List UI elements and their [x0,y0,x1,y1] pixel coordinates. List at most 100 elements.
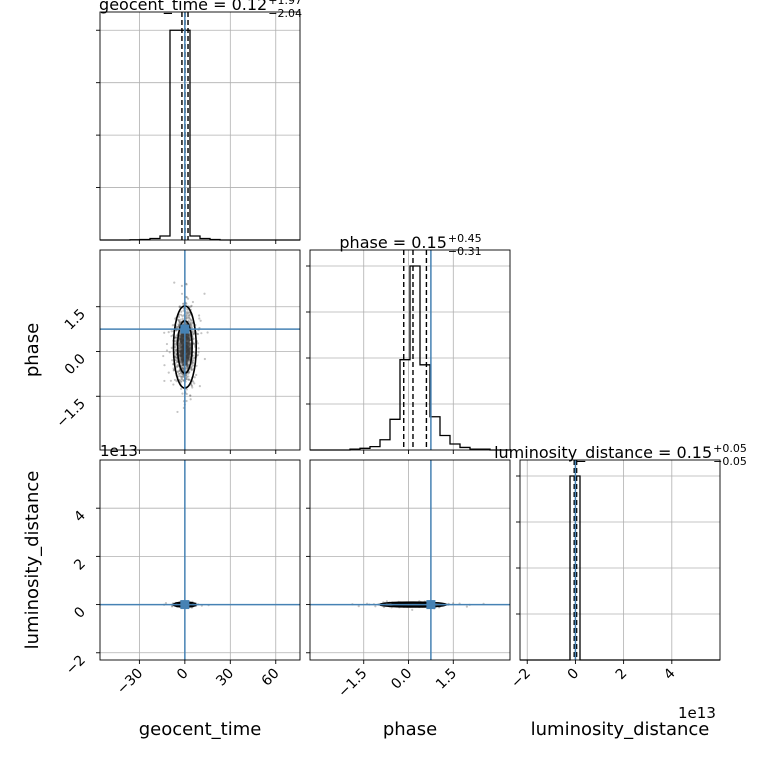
sample-point [196,353,200,357]
sample-point [186,364,189,367]
sample-point [187,319,190,322]
sample-point [187,363,190,366]
y-tick-label-luminosity-distance-0: −2 [63,652,89,678]
sample-point [178,379,181,382]
sample-point [196,342,199,345]
y-tick-label-luminosity-distance-2: 2 [71,556,89,574]
sample-point [176,370,179,373]
sample-point [188,321,191,324]
sample-point [165,342,169,346]
sample-point [178,358,181,361]
sample-point [167,371,170,374]
offset-text-y: 1e13 [100,442,138,460]
sample-point [163,364,166,367]
sample-point [181,314,184,318]
title-luminosity-distance: luminosity_distance = 0.15 +0.05−0.05 [494,442,747,468]
sample-point [192,330,195,333]
sample-point [411,608,414,611]
x-tick-label-luminosity-distance-2: 2 [613,666,631,684]
sample-point [185,368,188,371]
sample-point [185,374,188,377]
sample-point [180,310,183,313]
sample-point [190,326,193,329]
sample-point [174,343,177,346]
sample-point [178,334,181,338]
sample-point [187,316,190,320]
sample-point [178,305,182,308]
sample-point [187,316,191,319]
sample-point [172,383,175,386]
sample-point [188,371,191,374]
sample-point [190,384,194,388]
sample-point [169,379,173,382]
sample-point [182,368,185,371]
sample-point [167,331,170,334]
title-geocent-time: geocent_time = 0.12 +1.97−2.04 [99,0,302,20]
sample-point [189,305,193,308]
sample-point [174,355,177,358]
sample-point [191,300,195,304]
sample-point [178,319,181,323]
sample-point [189,351,192,354]
sample-point [176,410,179,414]
sample-point [162,354,165,358]
sample-point [206,331,209,334]
sample-point [180,284,184,287]
sample-point [182,302,185,305]
x-tick-label-phase-2: 1.5 [433,666,460,693]
sample-point [181,375,184,378]
sample-point [186,364,189,368]
scatter-bg [100,460,300,660]
sample-point [181,366,184,370]
sample-point [187,375,190,378]
sample-point [179,380,182,383]
hist-bars-phase [310,265,510,451]
sample-point [176,326,179,329]
sample-point [188,370,191,373]
sample-point [174,329,178,332]
sample-point [192,380,195,383]
sample-point [175,342,178,345]
sample-point [178,369,181,372]
sample-point [178,334,181,337]
sample-point [180,380,183,383]
sample-point [189,344,192,347]
sample-point [182,302,185,305]
truth-marker [180,600,190,610]
sample-point [186,366,189,370]
x-axis-label-luminosity-distance: luminosity_distance [531,719,710,740]
sample-point [185,317,188,320]
x-tick-label-phase-1: 0.0 [388,666,415,693]
sample-point [175,353,178,356]
y-tick-label-phase-2: 1.5 [62,306,89,333]
sample-point [188,358,191,361]
sample-point [181,366,184,370]
sample-point [175,334,178,337]
sample-point [187,378,190,381]
sample-point [163,331,166,334]
sample-point [185,283,188,286]
sample-point [186,363,189,367]
hist-geocent_time-frame [99,11,301,241]
sample-point [187,372,190,375]
sample-point [185,365,189,368]
sample-point [196,332,200,336]
sample-point [192,331,195,335]
sample-point [180,375,183,378]
sample-point [173,281,176,284]
sample-point [185,373,188,376]
sample-point [190,326,194,329]
sample-point [175,356,178,359]
sample-point [186,378,189,381]
sample-point [178,305,181,308]
sample-point [175,325,178,328]
sample-point [186,297,190,300]
sample-point [178,356,181,359]
sample-point [180,376,183,379]
sample-point [182,373,185,377]
sample-point [172,369,175,372]
title-main-text: luminosity_distance = 0.15 [494,443,712,463]
sample-point [181,392,184,395]
sample-point [181,375,184,378]
title-upper-error: +0.45 [448,232,482,245]
